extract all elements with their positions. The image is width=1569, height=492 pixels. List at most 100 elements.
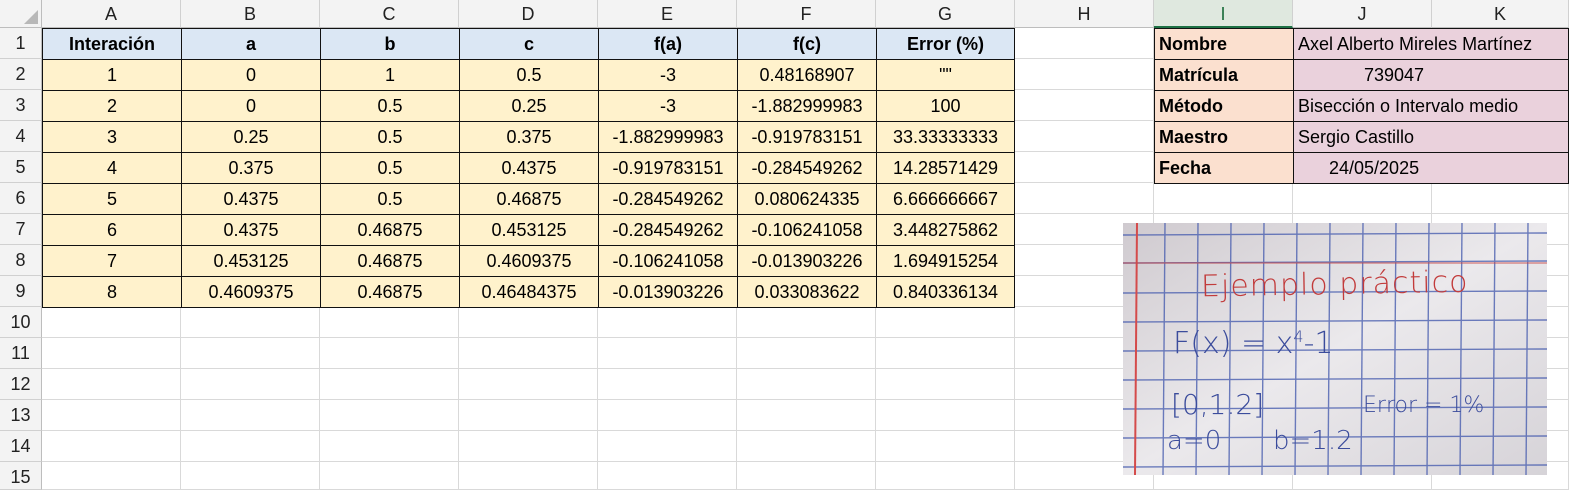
table-data-cell[interactable]: 1 bbox=[42, 59, 182, 91]
table-data-cell[interactable]: -0.284549262 bbox=[737, 152, 877, 184]
empty-cell[interactable] bbox=[737, 462, 876, 490]
table-data-cell[interactable]: 0 bbox=[181, 59, 321, 91]
info-label-cell[interactable]: Matrícula bbox=[1154, 59, 1294, 91]
row-header-10[interactable]: 10 bbox=[0, 307, 42, 338]
table-data-cell[interactable]: 4 bbox=[42, 152, 182, 184]
row-header-5[interactable]: 5 bbox=[0, 152, 42, 183]
table-data-cell[interactable]: "" bbox=[876, 59, 1015, 91]
table-data-cell[interactable]: -0.013903226 bbox=[737, 245, 877, 277]
info-label-cell[interactable]: Fecha bbox=[1154, 152, 1294, 184]
empty-cell[interactable] bbox=[876, 400, 1015, 431]
table-data-cell[interactable]: 0.46875 bbox=[320, 276, 460, 308]
column-header-b[interactable]: B bbox=[181, 0, 320, 28]
table-data-cell[interactable]: 0.25 bbox=[459, 90, 599, 122]
info-value-cell[interactable]: Bisección o Intervalo medio bbox=[1293, 90, 1569, 122]
table-data-cell[interactable]: 0.48168907 bbox=[737, 59, 877, 91]
empty-cell[interactable] bbox=[459, 369, 598, 400]
table-data-cell[interactable]: 0.453125 bbox=[459, 214, 599, 246]
row-header-6[interactable]: 6 bbox=[0, 183, 42, 214]
table-data-cell[interactable]: 0.453125 bbox=[181, 245, 321, 277]
table-data-cell[interactable]: 0.46875 bbox=[320, 214, 460, 246]
column-header-f[interactable]: F bbox=[737, 0, 876, 28]
empty-cell[interactable] bbox=[181, 462, 320, 490]
empty-cell[interactable] bbox=[1015, 59, 1154, 90]
table-data-cell[interactable]: -0.106241058 bbox=[598, 245, 738, 277]
table-data-cell[interactable]: 100 bbox=[876, 90, 1015, 122]
column-header-e[interactable]: E bbox=[598, 0, 737, 28]
row-header-9[interactable]: 9 bbox=[0, 276, 42, 307]
empty-cell[interactable] bbox=[459, 462, 598, 490]
empty-cell[interactable] bbox=[1015, 28, 1154, 59]
table-data-cell[interactable]: 0.5 bbox=[459, 59, 599, 91]
table-data-cell[interactable]: 1.694915254 bbox=[876, 245, 1015, 277]
empty-cell[interactable] bbox=[42, 369, 181, 400]
row-header-12[interactable]: 12 bbox=[0, 369, 42, 400]
row-header-8[interactable]: 8 bbox=[0, 245, 42, 276]
table-header-cell[interactable]: Error (%) bbox=[876, 28, 1015, 60]
table-data-cell[interactable]: 0.25 bbox=[181, 121, 321, 153]
table-data-cell[interactable]: 5 bbox=[42, 183, 182, 215]
empty-cell[interactable] bbox=[181, 338, 320, 369]
column-header-j[interactable]: J bbox=[1293, 0, 1432, 28]
table-data-cell[interactable]: 0.033083622 bbox=[737, 276, 877, 308]
row-header-4[interactable]: 4 bbox=[0, 121, 42, 152]
column-header-k[interactable]: K bbox=[1432, 0, 1569, 28]
empty-cell[interactable] bbox=[459, 400, 598, 431]
table-data-cell[interactable]: -0.013903226 bbox=[598, 276, 738, 308]
empty-cell[interactable] bbox=[1015, 90, 1154, 121]
table-data-cell[interactable]: -0.106241058 bbox=[737, 214, 877, 246]
table-header-cell[interactable]: c bbox=[459, 28, 599, 60]
empty-cell[interactable] bbox=[42, 400, 181, 431]
info-label-cell[interactable]: Nombre bbox=[1154, 28, 1294, 60]
table-data-cell[interactable]: 0.4609375 bbox=[181, 276, 321, 308]
table-header-cell[interactable]: f(c) bbox=[737, 28, 877, 60]
table-data-cell[interactable]: 0.840336134 bbox=[876, 276, 1015, 308]
table-data-cell[interactable]: 0.4375 bbox=[181, 214, 321, 246]
empty-cell[interactable] bbox=[459, 431, 598, 462]
table-data-cell[interactable]: -0.919783151 bbox=[737, 121, 877, 153]
row-header-2[interactable]: 2 bbox=[0, 59, 42, 90]
row-header-14[interactable]: 14 bbox=[0, 431, 42, 462]
empty-cell[interactable] bbox=[737, 369, 876, 400]
row-header-13[interactable]: 13 bbox=[0, 400, 42, 431]
empty-cell[interactable] bbox=[737, 307, 876, 338]
empty-cell[interactable] bbox=[1154, 183, 1293, 214]
info-value-cell[interactable]: Axel Alberto Mireles Martínez bbox=[1293, 28, 1569, 60]
table-data-cell[interactable]: 1 bbox=[320, 59, 460, 91]
table-data-cell[interactable]: 3 bbox=[42, 121, 182, 153]
table-header-cell[interactable]: Interación bbox=[42, 28, 182, 60]
empty-cell[interactable] bbox=[1015, 183, 1154, 214]
table-data-cell[interactable]: -3 bbox=[598, 59, 738, 91]
table-data-cell[interactable]: 0.080624335 bbox=[737, 183, 877, 215]
empty-cell[interactable] bbox=[320, 400, 459, 431]
empty-cell[interactable] bbox=[598, 369, 737, 400]
empty-cell[interactable] bbox=[320, 369, 459, 400]
table-data-cell[interactable]: 6 bbox=[42, 214, 182, 246]
table-header-cell[interactable]: a bbox=[181, 28, 321, 60]
table-data-cell[interactable]: 0.46484375 bbox=[459, 276, 599, 308]
row-header-11[interactable]: 11 bbox=[0, 338, 42, 369]
table-data-cell[interactable]: -0.284549262 bbox=[598, 183, 738, 215]
column-header-c[interactable]: C bbox=[320, 0, 459, 28]
table-data-cell[interactable]: -1.882999983 bbox=[737, 90, 877, 122]
row-header-15[interactable]: 15 bbox=[0, 462, 42, 490]
empty-cell[interactable] bbox=[1015, 121, 1154, 152]
empty-cell[interactable] bbox=[876, 307, 1015, 338]
empty-cell[interactable] bbox=[737, 431, 876, 462]
column-header-i[interactable]: I bbox=[1154, 0, 1293, 28]
row-header-1[interactable]: 1 bbox=[0, 28, 42, 59]
table-data-cell[interactable]: 0.4375 bbox=[459, 152, 599, 184]
empty-cell[interactable] bbox=[181, 369, 320, 400]
table-data-cell[interactable]: 2 bbox=[42, 90, 182, 122]
empty-cell[interactable] bbox=[876, 431, 1015, 462]
table-data-cell[interactable]: 3.448275862 bbox=[876, 214, 1015, 246]
empty-cell[interactable] bbox=[598, 400, 737, 431]
empty-cell[interactable] bbox=[598, 462, 737, 490]
table-data-cell[interactable]: -3 bbox=[598, 90, 738, 122]
info-label-cell[interactable]: Maestro bbox=[1154, 121, 1294, 153]
empty-cell[interactable] bbox=[320, 307, 459, 338]
empty-cell[interactable] bbox=[1293, 183, 1432, 214]
empty-cell[interactable] bbox=[459, 307, 598, 338]
empty-cell[interactable] bbox=[876, 338, 1015, 369]
empty-cell[interactable] bbox=[181, 400, 320, 431]
